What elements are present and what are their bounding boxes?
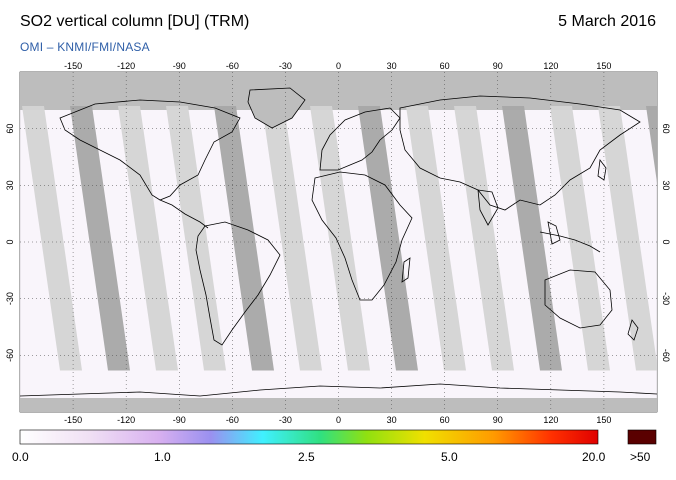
latitude-labels-left: 60 30 0 -30 -60 [5, 124, 15, 362]
legend-label-3: 5.0 [441, 450, 458, 464]
lat-tick-left-3: -30 [5, 292, 15, 305]
lon-tick-bottom-5: 0 [336, 415, 341, 425]
colorbar [19, 429, 599, 445]
legend-label-0: 0.0 [12, 450, 29, 464]
swath-gap-0 [22, 106, 82, 371]
swath-gap-11 [550, 106, 610, 371]
colorbar-overflow-swatch [627, 429, 657, 445]
lon-tick-top-4: -30 [279, 61, 292, 71]
lat-tick-right-4: -60 [661, 349, 671, 362]
lon-tick-top-5: 0 [336, 61, 341, 71]
legend-overflow-label: >50 [630, 450, 651, 464]
map-title: SO2 vertical column [DU] (TRM) [20, 13, 250, 30]
swath-gap-10 [502, 106, 562, 371]
legend-label-4: 20.0 [582, 450, 606, 464]
swath-gap-6 [310, 106, 370, 371]
north-polar-nodata [20, 72, 657, 110]
orbit-swath-gaps [22, 106, 657, 371]
lon-tick-top-2: -90 [173, 61, 186, 71]
lon-tick-top-7: 60 [440, 61, 450, 71]
lon-tick-bottom-10: 150 [596, 415, 611, 425]
swath-gap-5 [262, 106, 322, 371]
swath-gap-4 [214, 106, 274, 371]
lon-tick-bottom-8: 90 [493, 415, 503, 425]
swath-gap-12 [598, 106, 657, 371]
swath-gap-1 [70, 106, 130, 371]
data-credit: OMI – KNMI/FMI/NASA [20, 40, 150, 54]
lat-tick-left-1: 30 [5, 180, 15, 190]
lon-tick-top-1: -120 [117, 61, 135, 71]
swath-gap-9 [454, 106, 514, 371]
lon-tick-top-8: 90 [493, 61, 503, 71]
map-date: 5 March 2016 [558, 13, 656, 30]
lon-tick-bottom-1: -120 [117, 415, 135, 425]
coastlines [20, 87, 657, 397]
lon-tick-top-0: -150 [64, 61, 82, 71]
lon-tick-bottom-9: 120 [543, 415, 558, 425]
swath-gap-7 [358, 106, 418, 371]
lat-tick-left-2: 0 [5, 239, 15, 244]
lon-tick-top-6: 30 [387, 61, 397, 71]
lon-tick-bottom-4: -30 [279, 415, 292, 425]
lat-tick-right-3: -30 [661, 292, 671, 305]
lon-tick-bottom-0: -150 [64, 415, 82, 425]
swath-gap-8 [406, 106, 466, 371]
longitude-labels-top: -150 -120 -90 -60 -30 0 30 60 90 120 150 [64, 61, 611, 71]
swath-gap-3 [166, 106, 226, 371]
graticule [20, 72, 657, 412]
lon-tick-top-10: 150 [596, 61, 611, 71]
latitude-labels-right: 60 30 0 -30 -60 [661, 124, 671, 362]
legend-label-1: 1.0 [154, 450, 171, 464]
lon-tick-bottom-3: -60 [226, 415, 239, 425]
legend-label-2: 2.5 [298, 450, 315, 464]
lat-tick-left-4: -60 [5, 349, 15, 362]
lon-tick-top-9: 120 [543, 61, 558, 71]
lat-tick-right-1: 30 [661, 180, 671, 190]
swath-gap-2 [118, 106, 178, 371]
lon-tick-top-3: -60 [226, 61, 239, 71]
lat-tick-left-0: 60 [5, 124, 15, 134]
lon-tick-bottom-2: -90 [173, 415, 186, 425]
swath-gap-13 [646, 106, 657, 183]
longitude-labels-bottom: -150 -120 -90 -60 -30 0 30 60 90 120 150 [64, 415, 611, 425]
lat-tick-right-2: 0 [661, 239, 671, 244]
lon-tick-bottom-7: 60 [440, 415, 450, 425]
lon-tick-bottom-6: 30 [387, 415, 397, 425]
lat-tick-right-0: 60 [661, 124, 671, 134]
